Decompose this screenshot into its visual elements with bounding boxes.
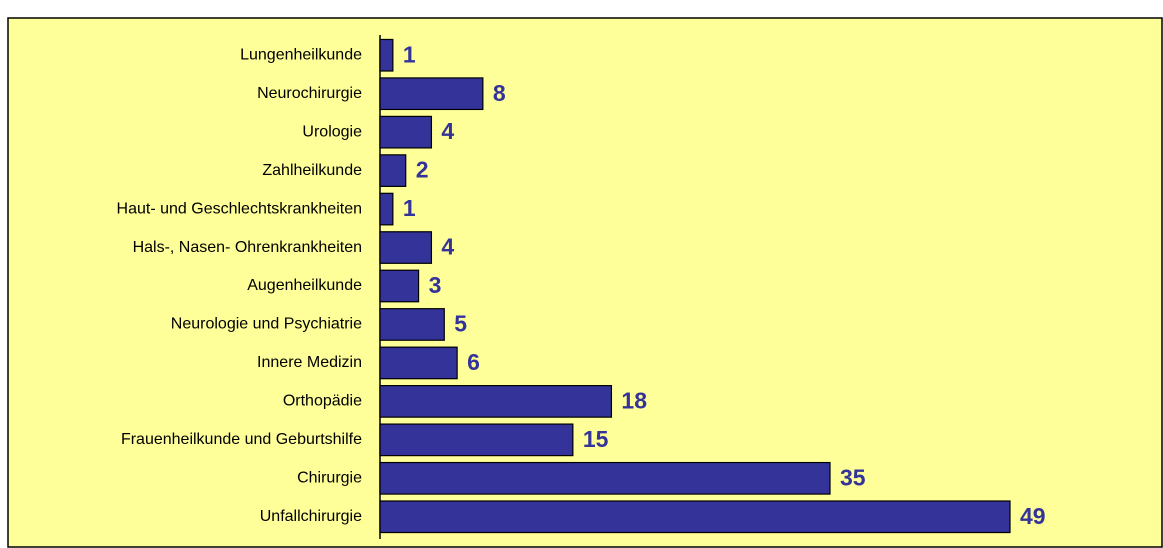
category-label: Haut- und Geschlechtskrankheiten — [117, 200, 362, 217]
value-label: 15 — [583, 426, 609, 452]
value-label: 3 — [429, 272, 442, 298]
bar — [379, 385, 613, 418]
category-label: Hals-, Nasen- Ohrenkrankheiten — [133, 239, 362, 256]
bar — [379, 192, 394, 226]
value-label: 4 — [441, 234, 454, 260]
value-label: 8 — [493, 80, 506, 106]
category-label: Neurochirurgie — [257, 85, 362, 102]
bar — [379, 38, 394, 72]
category-label: Lungenheilkunde — [240, 46, 362, 63]
category-label: Orthopädie — [283, 393, 362, 410]
value-label: 1 — [403, 195, 416, 221]
category-label: Neurologie und Psychiatrie — [171, 316, 362, 333]
value-label: 4 — [441, 118, 454, 144]
category-label: Frauenheilkunde und Geburtshilfe — [121, 431, 362, 448]
bar — [379, 115, 433, 149]
value-label: 5 — [454, 311, 467, 337]
value-label: 2 — [416, 157, 429, 183]
value-label: 6 — [467, 349, 480, 375]
category-label: Augenheilkunde — [247, 277, 362, 294]
value-label: 35 — [840, 464, 866, 490]
bar — [379, 231, 433, 264]
category-label: Chirurgie — [297, 470, 362, 487]
bar — [379, 269, 420, 303]
bar — [379, 500, 1011, 534]
value-label: 49 — [1020, 503, 1046, 529]
bar — [379, 308, 445, 341]
bar — [379, 423, 574, 457]
category-label: Urologie — [302, 123, 362, 140]
category-label: Innere Medizin — [257, 354, 362, 371]
bar — [379, 154, 407, 187]
value-label: 18 — [621, 387, 647, 413]
category-label: Zahlheilkunde — [262, 162, 362, 179]
bar — [379, 346, 458, 380]
bar — [379, 77, 484, 111]
value-label: 1 — [403, 41, 416, 67]
category-label: Unfallchirurgie — [260, 508, 362, 525]
bar — [379, 461, 831, 495]
plot-background — [7, 17, 1163, 548]
